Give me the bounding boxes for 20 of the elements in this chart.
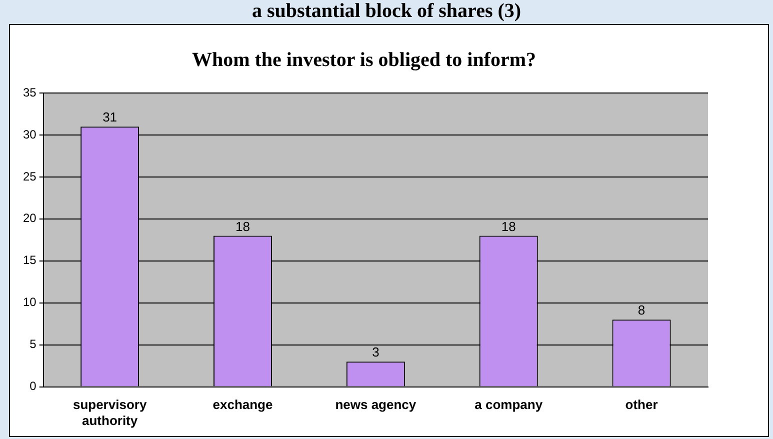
y-tick-label: 5: [30, 337, 37, 352]
y-tick-label: 30: [22, 127, 37, 142]
y-tick-label: 0: [30, 379, 37, 394]
data-label: 18: [236, 218, 250, 234]
data-label: 3: [372, 344, 380, 360]
data-label: 31: [102, 110, 118, 125]
text: a substantial block of shares (3): [250, 0, 522, 22]
y-tick-label: 25: [22, 169, 37, 184]
x-tick-label: other: [625, 397, 658, 412]
data-label: 8: [638, 302, 646, 318]
chart-title: Whom the investor is obliged to inform?: [192, 49, 536, 72]
y-tick-label: 10: [22, 295, 37, 310]
data-label: 18: [501, 218, 516, 234]
x-tick-label: exchange: [212, 397, 273, 412]
x-tick-label: news agency: [335, 397, 417, 412]
y-tick-label: 35: [22, 85, 37, 100]
y-tick-label: 20: [22, 211, 37, 226]
y-tick-label: 15: [22, 253, 37, 268]
x-tick-label: a company: [474, 397, 544, 412]
x-tick-label: supervisory authority: [72, 397, 148, 428]
